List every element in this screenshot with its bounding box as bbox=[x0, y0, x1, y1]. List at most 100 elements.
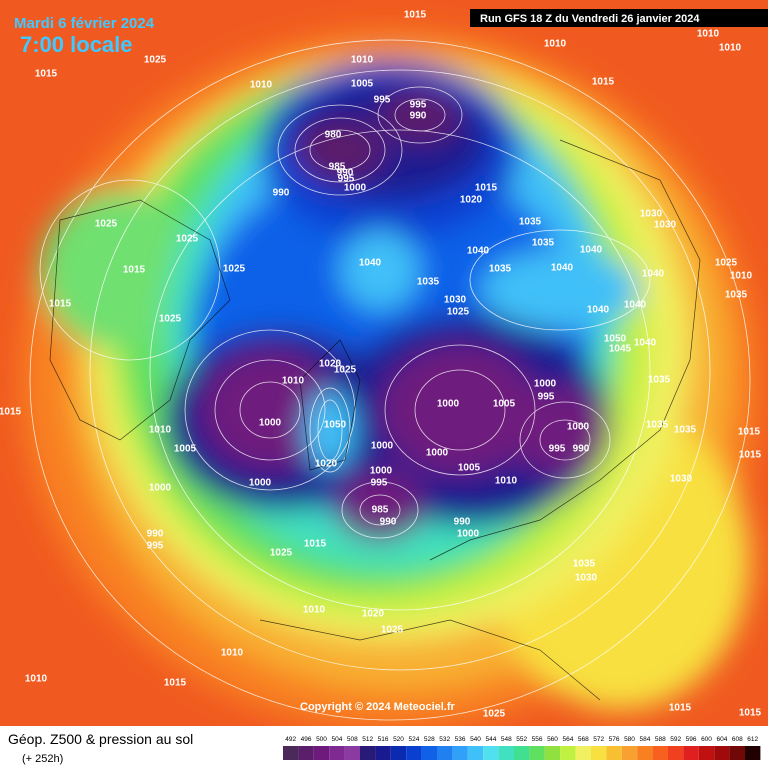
valid-time: 7:00 locale bbox=[20, 32, 133, 57]
scale-label: 568 bbox=[578, 736, 589, 743]
scale-label: 604 bbox=[716, 736, 727, 743]
isobar-label: 1040 bbox=[359, 258, 382, 269]
isobar-label: 985 bbox=[372, 505, 389, 516]
isobar-label: 1005 bbox=[351, 79, 374, 90]
isobar-label: 1005 bbox=[458, 463, 481, 474]
isobar-label: 1035 bbox=[646, 420, 669, 431]
isobar-label: 1010 bbox=[351, 55, 374, 66]
isobar-label: 1000 bbox=[249, 478, 272, 489]
scale-swatch bbox=[560, 746, 576, 760]
isobar-label: 1010 bbox=[250, 80, 273, 91]
isobar-label: 1000 bbox=[457, 529, 480, 540]
isobar-label: 1015 bbox=[49, 299, 72, 310]
scale-swatch bbox=[390, 746, 407, 760]
isobar-label: 1010 bbox=[221, 648, 244, 659]
isobar-label: 1030 bbox=[670, 474, 693, 485]
isobar-label: 1025 bbox=[381, 625, 404, 636]
scale-swatch bbox=[745, 746, 761, 760]
isobar-label: 1025 bbox=[270, 548, 293, 559]
isobar-label: 1000 bbox=[149, 483, 172, 494]
scale-swatch bbox=[729, 746, 745, 760]
isobar-label: 1010 bbox=[149, 425, 172, 436]
scale-label: 540 bbox=[470, 736, 481, 743]
scale-label: 508 bbox=[347, 736, 358, 743]
isobar-label: 1030 bbox=[654, 220, 677, 231]
isobar-label: 1010 bbox=[730, 271, 753, 282]
isobar-label: 1000 bbox=[370, 466, 393, 477]
isobar-label: 1015 bbox=[738, 427, 761, 438]
isobar-label: 1025 bbox=[159, 314, 182, 325]
scale-label: 600 bbox=[701, 736, 712, 743]
isobar-label: 1000 bbox=[534, 379, 557, 390]
isobar-label: 1000 bbox=[426, 448, 449, 459]
isobar-label: 1010 bbox=[282, 376, 305, 387]
scale-label: 532 bbox=[439, 736, 450, 743]
scale-swatch bbox=[283, 746, 299, 760]
scale-label: 520 bbox=[393, 736, 404, 743]
isobar-label: 1010 bbox=[719, 43, 742, 54]
isobar-label: 1015 bbox=[164, 678, 187, 689]
isobar-label: 1010 bbox=[544, 39, 567, 50]
scale-swatch bbox=[606, 746, 622, 760]
isobar-label: 1015 bbox=[123, 265, 146, 276]
isobar-label: 1010 bbox=[303, 605, 326, 616]
scale-swatch bbox=[668, 746, 684, 760]
scale-swatch bbox=[529, 746, 545, 760]
isobar-label: 990 bbox=[573, 444, 590, 455]
isobar-label: 1025 bbox=[483, 709, 506, 720]
scale-swatch bbox=[591, 746, 607, 760]
scale-swatch bbox=[329, 746, 345, 760]
isobar-label: 1010 bbox=[697, 29, 720, 40]
scale-label: 592 bbox=[670, 736, 681, 743]
scale-swatch bbox=[652, 746, 668, 760]
scale-swatch bbox=[298, 746, 314, 760]
isobar-label: 1015 bbox=[304, 539, 327, 550]
scale-label: 584 bbox=[639, 736, 650, 743]
scale-label: 552 bbox=[516, 736, 527, 743]
scale-swatch bbox=[421, 746, 437, 760]
isobar-label: 995 bbox=[538, 392, 555, 403]
isobar-label: 1040 bbox=[634, 338, 657, 349]
scale-swatch bbox=[313, 746, 330, 760]
scale-swatch bbox=[437, 746, 453, 760]
isobar-labels: 1015 1010 1010 1010 1015 1025 1010 1010 1015 1005… bbox=[0, 10, 762, 720]
scale-label: 496 bbox=[301, 736, 312, 743]
isobar-label: 995 bbox=[371, 478, 388, 489]
scale-swatch bbox=[467, 746, 484, 760]
isobar-label: 1025 bbox=[715, 258, 738, 269]
isobar-label: 1020 bbox=[319, 359, 342, 370]
valid-date: Mardi 6 février 2024 bbox=[14, 15, 155, 32]
scale-label: 500 bbox=[316, 736, 327, 743]
copyright: Copyright © 2024 Meteociel.fr bbox=[300, 701, 456, 713]
scale-swatch bbox=[683, 746, 699, 760]
isobar-label: 1035 bbox=[674, 425, 697, 436]
isobar-label: 1015 bbox=[475, 183, 498, 194]
isobar-label: 1025 bbox=[144, 55, 167, 66]
isobar-label: 1020 bbox=[460, 195, 483, 206]
scale-label: 596 bbox=[686, 736, 697, 743]
scale-label: 556 bbox=[532, 736, 543, 743]
footer-lead: (+ 252h) bbox=[22, 753, 63, 765]
scale-swatch bbox=[698, 746, 715, 760]
isobar-label: 1040 bbox=[642, 269, 665, 280]
scale-label: 524 bbox=[408, 736, 419, 743]
isobar-label: 990 bbox=[454, 517, 471, 528]
isobar-label: 990 bbox=[273, 188, 290, 199]
scale-label: 580 bbox=[624, 736, 635, 743]
isobar-label: 1050 bbox=[604, 334, 627, 345]
scale-swatch bbox=[406, 746, 422, 760]
isobar-label: 1035 bbox=[532, 238, 555, 249]
scale-swatch bbox=[514, 746, 530, 760]
run-banner bbox=[470, 9, 768, 27]
scale-label: 504 bbox=[331, 736, 342, 743]
isobar-label: 1025 bbox=[223, 264, 246, 275]
scale-swatch bbox=[621, 746, 638, 760]
isobar-label: 995 bbox=[338, 174, 355, 185]
isobar-label: 1045 bbox=[609, 344, 632, 355]
isobar-label: 1015 bbox=[404, 10, 427, 21]
isobar-label: 1025 bbox=[176, 234, 199, 245]
scale-label: 560 bbox=[547, 736, 558, 743]
isobar-label: 1000 bbox=[437, 399, 460, 410]
isobar-label: 980 bbox=[325, 130, 342, 141]
